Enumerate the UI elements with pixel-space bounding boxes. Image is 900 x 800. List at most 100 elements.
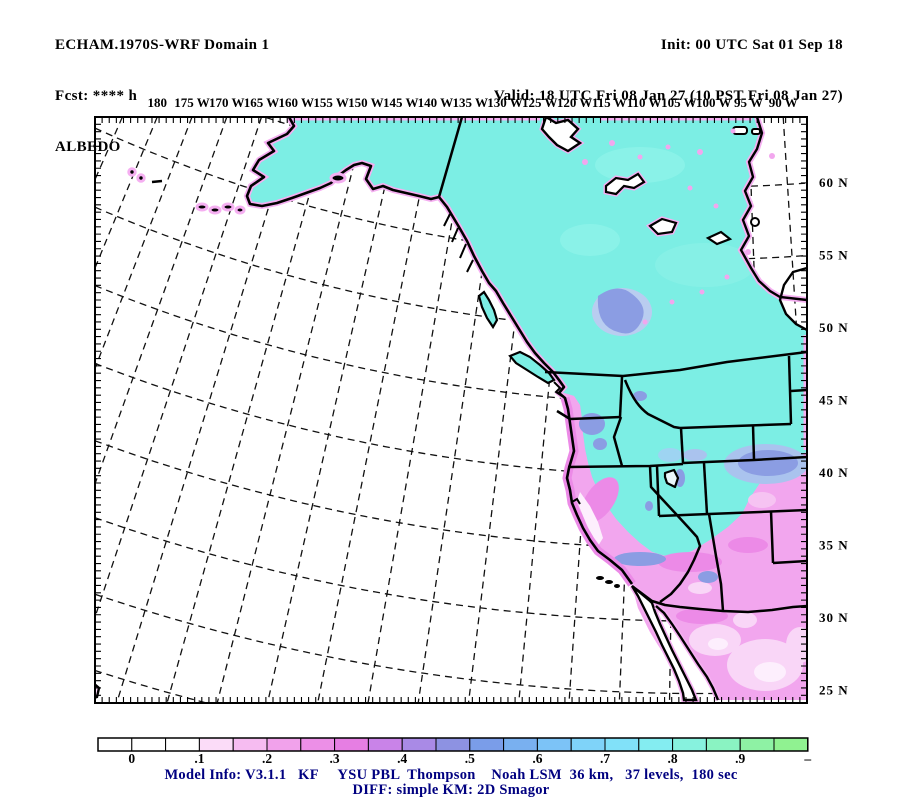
parallel-line [95,206,806,333]
meridian-line [668,117,680,703]
snow-patch [698,571,718,583]
lake-athabasca [705,230,733,246]
map-frame [94,116,808,704]
lon-label: 115 W [592,95,627,110]
meridian-line [166,117,332,703]
lon-label: 125 W [522,95,558,110]
valid-time: Valid: 18 UTC Fri 08 Jan 27 (10 PST Fri … [493,88,843,104]
colorbar-segment [131,737,167,752]
puget-sound [553,381,563,397]
lon-label: 160 W [279,95,315,110]
colorbar: 0 .1 .2 .3 .4 .5 .6 .7 .8 .9 – [97,737,811,766]
diffusion-info-line: DIFF: simple KM: 2D Smagor [352,782,550,798]
coastlines [95,117,807,703]
colorbar-segment [469,737,505,752]
colorbar-segment [435,737,471,752]
magenta-swirl [728,537,768,553]
meridian-line [95,117,123,182]
cyan-mottle [560,224,620,256]
colorbar-segment [401,737,437,752]
meridian-line [0,117,18,703]
meridian-line [95,117,228,486]
colorbar-label: .2 [262,751,272,766]
border-wy-west [679,427,685,464]
panhandle-fjords [443,213,474,273]
great-bear-lake [604,172,646,196]
lon-label: 95 W [734,95,763,110]
magenta-swirl [658,552,722,572]
light-pink-patch [688,582,712,594]
snow-patch-cascades [579,413,605,435]
colorbar-segment [739,737,775,752]
lon-label: 165 W [244,95,280,110]
lon-label: 150 W [348,95,384,110]
model-title: ECHAM.1970S-WRF Domain 1 [55,37,270,53]
colorbar-label: .4 [397,751,407,766]
magenta-swirl [676,608,728,624]
victoria-island-outline [540,117,583,153]
snow-patch-mogollon [614,552,666,566]
colorbar-label: – [803,751,811,766]
border-nd-sd [790,388,807,393]
colorbar-segment [604,737,640,752]
meridian-line [0,117,88,703]
colorbar-segment [536,737,572,752]
forecast-hour: Fcst: **** h [55,88,138,104]
colorbar-segment [503,737,538,752]
colorbar-label: .8 [668,751,678,766]
white-patch [754,662,786,682]
lat-label: 50 N [819,320,849,335]
meridian-line [266,117,402,703]
colorbar-label: .6 [532,751,542,766]
lon-label: 175 W [174,95,210,110]
lake-effect-patch [658,448,682,462]
lon-label: 110 W [627,95,662,110]
lon-label: 100 W [696,95,732,110]
colorbar-label: .3 [330,751,340,766]
lat-label: 40 N [819,465,849,480]
lon-label: 130 W [487,95,523,110]
colorbar-segment [266,737,302,752]
small-lake [750,217,760,227]
border-wa-or [556,409,622,421]
haida-gwaii-island [477,290,499,330]
lon-label: 180 [147,95,167,110]
border-wy-east [751,424,756,461]
meridian-line [618,117,645,703]
lon-label: 170 W [209,95,245,110]
colorbar-segment [334,737,369,752]
parallel-line [95,127,806,261]
colorbar-label: .7 [600,751,610,766]
meridian-line [95,117,158,270]
coastline-hudson [739,117,807,302]
meridian-line [116,117,297,703]
header-right: Init: 00 UTC Sat 01 Sep 18 Valid: 18 UTC… [494,3,843,139]
arctic-lake [751,128,761,135]
meridian-line [713,117,721,703]
meridian-line [367,117,471,703]
colorbar-segment [198,737,234,752]
border-nm-tx [769,510,807,565]
border-az-nm [707,513,725,612]
meridian-line [0,117,53,703]
lon-label: 155 W [313,95,349,110]
snow-patch-bc [597,288,644,334]
header-left: ECHAM.1970S-WRF Domain 1 Fcst: **** h AL… [55,3,269,190]
corner-island [95,682,101,699]
colorbar-segment [773,737,809,752]
lat-label: 35 N [819,538,849,553]
lon-label: 140 W [418,95,454,110]
coastline-sonora [655,605,720,701]
border-mt-east [787,355,793,425]
fill-high-albedo-cyan [247,117,807,612]
parallel-line [95,517,806,622]
snow-patch-sierra [645,501,653,511]
coastline-main [245,117,634,585]
border-ut-co [702,462,709,515]
meridian-line [95,117,263,620]
lon-label: 90 W [769,95,798,110]
coastline-james-bay [778,266,807,332]
lat-label: 25 N [819,683,849,698]
meridian-line [467,117,541,703]
